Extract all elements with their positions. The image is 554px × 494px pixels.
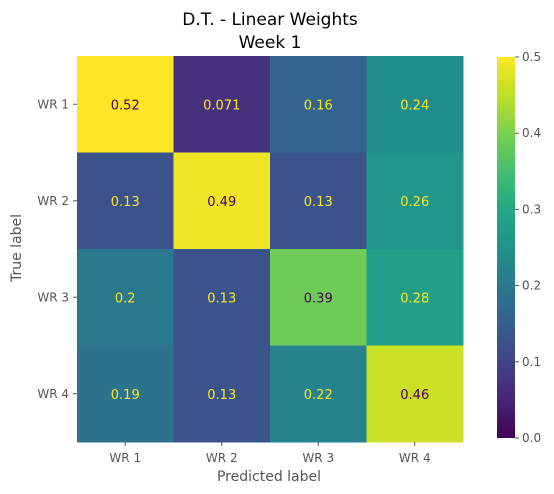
heatmap-cell bbox=[77, 152, 174, 250]
heatmap-cell bbox=[270, 152, 367, 250]
heatmap-cell bbox=[366, 56, 464, 153]
heatmap-cell bbox=[366, 152, 464, 250]
colorbar-ticks: 0.0 0.1 0.2 0.3 0.4 0.5 bbox=[515, 50, 541, 445]
colorbar-tick-label: 0.1 bbox=[522, 355, 541, 369]
y-tick-label: WR 2 bbox=[37, 194, 69, 208]
cell-value-label: 0.2 bbox=[115, 291, 136, 306]
cell-value-label: 0.13 bbox=[207, 291, 236, 306]
colorbar-tick-label: 0.5 bbox=[522, 50, 541, 64]
heatmap-value-labels: 0.52 0.071 0.16 0.24 0.13 0.49 0.13 0.26 0.2 0.13… bbox=[111, 98, 429, 403]
heatmap-cell bbox=[77, 345, 174, 443]
heatmap-cell bbox=[77, 56, 174, 153]
heatmap-cell bbox=[77, 249, 174, 346]
heatmap-cell bbox=[173, 345, 271, 443]
cell-value-label: 0.19 bbox=[111, 388, 140, 403]
heatmap-cell bbox=[173, 152, 271, 250]
heatmap-cell bbox=[270, 345, 367, 443]
cell-value-label: 0.52 bbox=[111, 98, 140, 113]
cell-value-label: 0.16 bbox=[304, 98, 333, 113]
x-axis-ticks: WR 1 WR 2 WR 3 WR 4 bbox=[109, 442, 431, 465]
y-tick-label: WR 1 bbox=[37, 97, 69, 111]
colorbar-tick-label: 0.0 bbox=[522, 431, 541, 445]
cell-value-label: 0.13 bbox=[111, 195, 140, 210]
y-tick-label: WR 4 bbox=[37, 387, 69, 401]
cell-value-label: 0.26 bbox=[400, 195, 429, 210]
heatmap-cell bbox=[173, 249, 271, 346]
x-tick-label: WR 4 bbox=[399, 451, 431, 465]
cell-value-label: 0.39 bbox=[304, 291, 333, 306]
cell-value-label: 0.46 bbox=[400, 388, 429, 403]
cell-value-label: 0.24 bbox=[400, 98, 429, 113]
heatmap-cell bbox=[366, 345, 464, 443]
y-axis-label: True label bbox=[9, 214, 25, 283]
chart-title-line-2: Week 1 bbox=[239, 33, 302, 53]
cell-value-label: 0.22 bbox=[304, 388, 333, 403]
chart-title-line-1: D.T. - Linear Weights bbox=[182, 10, 358, 30]
x-tick-label: WR 2 bbox=[206, 451, 238, 465]
x-axis-label: Predicted label bbox=[217, 469, 321, 485]
y-tick-label: WR 3 bbox=[37, 290, 69, 304]
cell-value-label: 0.28 bbox=[400, 291, 429, 306]
heatmap-cell bbox=[270, 56, 367, 153]
colorbar-tick-label: 0.4 bbox=[522, 126, 541, 140]
cell-value-label: 0.13 bbox=[304, 195, 333, 210]
heatmap-cell bbox=[173, 56, 271, 153]
heatmap-cells bbox=[77, 56, 464, 443]
heatmap-cell bbox=[270, 249, 367, 346]
heatmap-cell bbox=[366, 249, 464, 346]
cell-value-label: 0.49 bbox=[207, 195, 236, 210]
colorbar-tick-label: 0.2 bbox=[522, 279, 541, 293]
x-tick-label: WR 3 bbox=[302, 451, 334, 465]
colorbar-tick-label: 0.3 bbox=[522, 202, 541, 216]
y-axis-ticks: WR 1 WR 2 WR 3 WR 4 bbox=[37, 97, 77, 401]
cell-value-label: 0.13 bbox=[207, 388, 236, 403]
cell-value-label: 0.071 bbox=[203, 98, 240, 113]
x-tick-label: WR 1 bbox=[109, 451, 141, 465]
colorbar bbox=[497, 57, 515, 438]
